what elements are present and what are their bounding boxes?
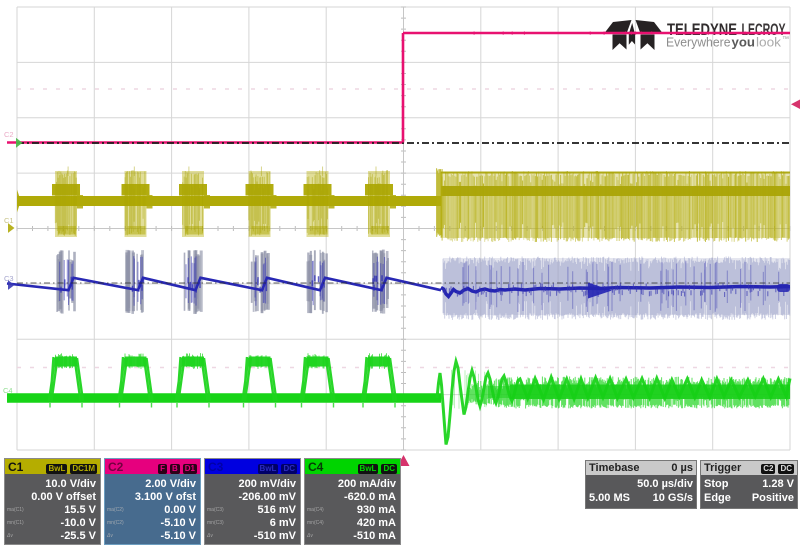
- svg-text:TELEDYNE: TELEDYNE: [667, 21, 737, 39]
- svg-text:™: ™: [782, 36, 789, 43]
- svg-text:C2: C2: [4, 130, 14, 139]
- svg-text:you: you: [732, 36, 756, 50]
- svg-text:Everywhere: Everywhere: [666, 36, 731, 50]
- svg-text:C4: C4: [3, 386, 13, 395]
- svg-text:LECROY: LECROY: [742, 21, 786, 39]
- svg-text:C3: C3: [4, 274, 14, 283]
- svg-text:C1: C1: [4, 216, 14, 225]
- svg-text:look: look: [756, 36, 782, 50]
